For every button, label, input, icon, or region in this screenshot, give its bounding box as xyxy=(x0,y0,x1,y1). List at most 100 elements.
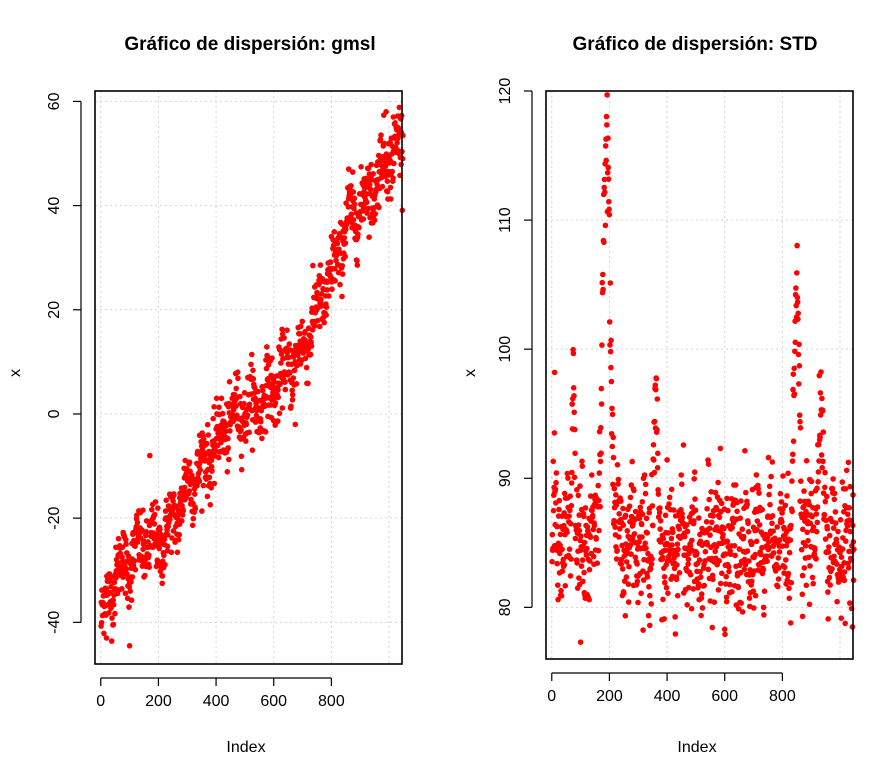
data-point xyxy=(650,442,657,448)
data-point xyxy=(726,563,732,570)
data-point xyxy=(838,615,844,621)
x-tick-label: 800 xyxy=(318,693,345,710)
data-point xyxy=(596,527,602,534)
data-point xyxy=(790,451,796,458)
data-point xyxy=(351,201,358,208)
data-point xyxy=(832,509,839,515)
data-point xyxy=(163,497,169,504)
data-point xyxy=(358,164,364,170)
data-point xyxy=(134,519,141,526)
data-point xyxy=(609,405,615,412)
data-point xyxy=(674,541,681,547)
x-tick-label: 800 xyxy=(769,688,796,705)
data-point xyxy=(199,508,205,514)
data-point xyxy=(760,566,767,573)
data-point xyxy=(689,537,695,544)
data-point xyxy=(339,293,345,300)
data-point xyxy=(275,394,282,401)
data-point xyxy=(841,509,847,515)
data-point xyxy=(258,418,264,425)
data-point xyxy=(690,586,697,592)
data-point xyxy=(803,582,810,589)
data-point xyxy=(388,196,394,202)
data-point xyxy=(208,485,214,491)
data-point xyxy=(675,546,681,553)
data-point xyxy=(572,450,578,457)
data-point xyxy=(695,581,702,587)
data-point xyxy=(552,486,559,493)
data-point xyxy=(272,400,279,406)
data-point xyxy=(797,498,803,505)
data-point xyxy=(819,464,825,471)
data-point xyxy=(662,512,669,519)
data-point xyxy=(778,499,785,505)
data-point xyxy=(668,486,675,493)
data-point xyxy=(620,505,626,512)
data-point xyxy=(213,395,220,402)
data-point xyxy=(666,501,672,507)
data-point xyxy=(613,556,620,562)
data-point xyxy=(600,271,606,278)
data-point xyxy=(317,262,324,268)
data-point xyxy=(568,502,575,509)
data-point xyxy=(651,469,658,476)
y-tick-label: 90 xyxy=(497,469,514,487)
data-point xyxy=(596,497,602,504)
data-point xyxy=(703,519,710,525)
data-point xyxy=(371,217,378,223)
data-point xyxy=(732,552,738,559)
data-point xyxy=(801,488,807,494)
data-point xyxy=(159,580,165,587)
x-axis: 0 200 400 600 800 xyxy=(547,672,796,705)
data-point xyxy=(396,104,403,111)
data-point xyxy=(610,434,616,441)
data-point xyxy=(776,549,783,555)
data-point xyxy=(323,304,330,311)
data-point xyxy=(334,240,341,247)
data-point xyxy=(817,434,823,441)
data-point xyxy=(788,522,794,529)
data-point xyxy=(797,418,803,425)
data-point xyxy=(598,385,605,392)
data-point xyxy=(676,526,682,532)
data-point xyxy=(120,574,126,580)
data-point xyxy=(684,602,690,608)
data-point xyxy=(308,343,315,349)
data-point xyxy=(553,479,559,486)
data-point xyxy=(186,488,193,494)
data-point xyxy=(779,519,785,525)
data-point xyxy=(654,465,661,471)
y-tick-label: 40 xyxy=(46,197,63,215)
data-point xyxy=(356,224,362,231)
data-point xyxy=(251,384,258,391)
data-point xyxy=(786,549,793,556)
data-point xyxy=(215,454,222,461)
data-point xyxy=(143,529,150,535)
data-point xyxy=(281,335,287,341)
data-point xyxy=(318,296,324,303)
data-point xyxy=(650,522,656,529)
data-point xyxy=(111,579,118,586)
data-point xyxy=(207,502,214,508)
data-point xyxy=(146,564,152,570)
data-point xyxy=(745,529,752,535)
data-point xyxy=(790,438,797,445)
data-point xyxy=(579,458,585,465)
data-point xyxy=(278,360,284,366)
data-point xyxy=(824,493,830,500)
data-point xyxy=(286,341,293,347)
data-point xyxy=(738,498,744,504)
data-point xyxy=(732,482,739,488)
data-point xyxy=(162,561,168,568)
data-point xyxy=(165,532,171,538)
data-point xyxy=(123,541,129,547)
data-point xyxy=(606,211,613,218)
data-point xyxy=(814,504,821,510)
x-tick-label: 400 xyxy=(203,693,230,710)
data-point xyxy=(574,487,580,493)
data-point xyxy=(822,536,829,542)
data-point xyxy=(606,319,613,325)
data-point xyxy=(815,441,822,448)
x-axis: 0 200 400 600 800 xyxy=(96,677,345,710)
data-point xyxy=(205,432,212,438)
